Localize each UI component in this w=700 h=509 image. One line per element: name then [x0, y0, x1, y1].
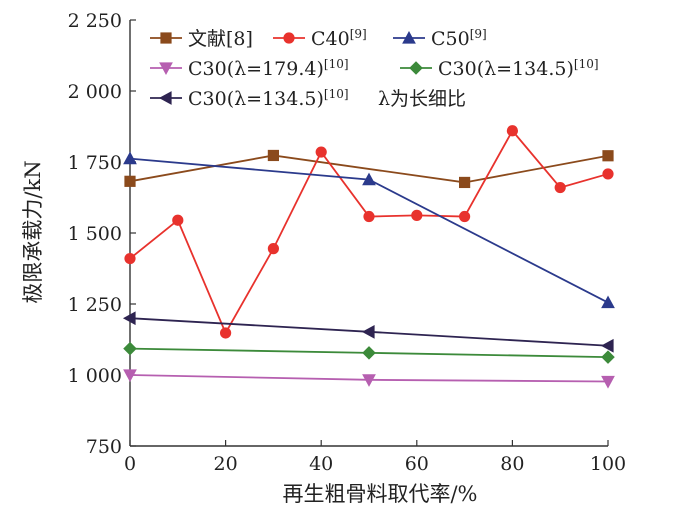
- x-axis-title: 再生粗骨料取代率/%: [282, 482, 477, 506]
- data-point: [124, 175, 136, 187]
- x-tick-label: 20: [214, 453, 238, 475]
- data-point: [122, 311, 136, 326]
- legend-swatch-marker: [159, 62, 173, 76]
- y-tick-label: 1 750: [68, 152, 122, 174]
- x-tick-label: 40: [309, 453, 333, 475]
- data-point: [411, 209, 423, 221]
- data-point: [600, 338, 614, 353]
- legend-item: C40[9]: [273, 27, 367, 50]
- x-tick-label: 0: [124, 453, 136, 475]
- y-tick-label: 750: [86, 436, 122, 458]
- legend-swatch-marker: [409, 61, 423, 75]
- data-point: [123, 369, 137, 383]
- data-point: [554, 181, 566, 194]
- y-tick-label: 1 250: [68, 294, 122, 316]
- y-axis-title: 极限承载力/kN: [21, 160, 45, 303]
- legend-label: 文献[8]: [188, 28, 253, 50]
- series-0: [124, 149, 614, 189]
- data-point: [361, 324, 375, 339]
- data-point: [362, 346, 376, 360]
- y-tick-label: 2 000: [68, 81, 122, 103]
- series-3: [123, 369, 615, 389]
- data-point: [363, 210, 375, 223]
- legend-swatch-marker: [283, 32, 295, 44]
- x-tick-label: 100: [590, 453, 626, 475]
- series-layer: [122, 125, 615, 389]
- legend-item: C30(λ=134.5)[10]: [150, 87, 349, 110]
- legend: 文献[8] C40[9] C50[9] C30(λ=179.4)[10] C30(λ=1…: [150, 27, 599, 110]
- legend-item: C50[9]: [393, 27, 487, 50]
- series-line: [129, 129, 609, 335]
- data-point: [315, 146, 327, 158]
- data-point: [124, 252, 136, 265]
- x-axis: 0 20 40 60 80 100: [124, 440, 626, 475]
- data-point: [601, 375, 615, 389]
- data-point: [220, 327, 232, 339]
- y-axis: 750 1 000 1 250 1 500 1 750 2 000 2 250: [68, 10, 136, 458]
- data-point: [172, 214, 184, 226]
- y-tick-label: 2 250: [68, 10, 122, 32]
- data-point: [123, 341, 137, 356]
- legend-swatch-marker: [160, 32, 172, 44]
- legend-item: C30(λ=134.5)[10]: [400, 57, 599, 80]
- series-5: [122, 311, 614, 353]
- legend-swatch-marker: [158, 91, 172, 105]
- legend-swatch-marker: [402, 30, 416, 44]
- legend-item: 文献[8]: [150, 28, 253, 50]
- legend-label: C30(λ=134.5)[10]: [438, 57, 599, 80]
- data-point: [362, 374, 376, 387]
- data-point: [601, 350, 615, 364]
- legend-label: C40[9]: [311, 27, 367, 50]
- legend-label: C50[9]: [431, 27, 487, 50]
- data-point: [601, 295, 615, 309]
- data-point: [506, 125, 519, 137]
- data-point: [602, 150, 614, 162]
- legend-note: λ为长细比: [378, 88, 466, 110]
- data-point: [602, 168, 614, 180]
- data-point: [362, 172, 376, 186]
- series-2: [123, 151, 615, 309]
- y-tick-label: 1 000: [68, 365, 122, 387]
- series-4: [123, 341, 615, 364]
- legend-label: C30(λ=179.4)[10]: [188, 57, 349, 80]
- data-point: [458, 210, 471, 223]
- data-point: [458, 176, 471, 189]
- y-tick-label: 1 500: [68, 223, 122, 245]
- series-line: [129, 154, 609, 184]
- data-point: [267, 243, 279, 255]
- legend-label: C30(λ=134.5)[10]: [188, 87, 349, 110]
- x-tick-label: 80: [500, 453, 524, 475]
- x-tick-label: 60: [405, 453, 429, 475]
- series-1: [124, 125, 614, 339]
- data-point: [123, 151, 137, 165]
- legend-item: C30(λ=179.4)[10]: [150, 57, 349, 80]
- data-point: [267, 149, 280, 162]
